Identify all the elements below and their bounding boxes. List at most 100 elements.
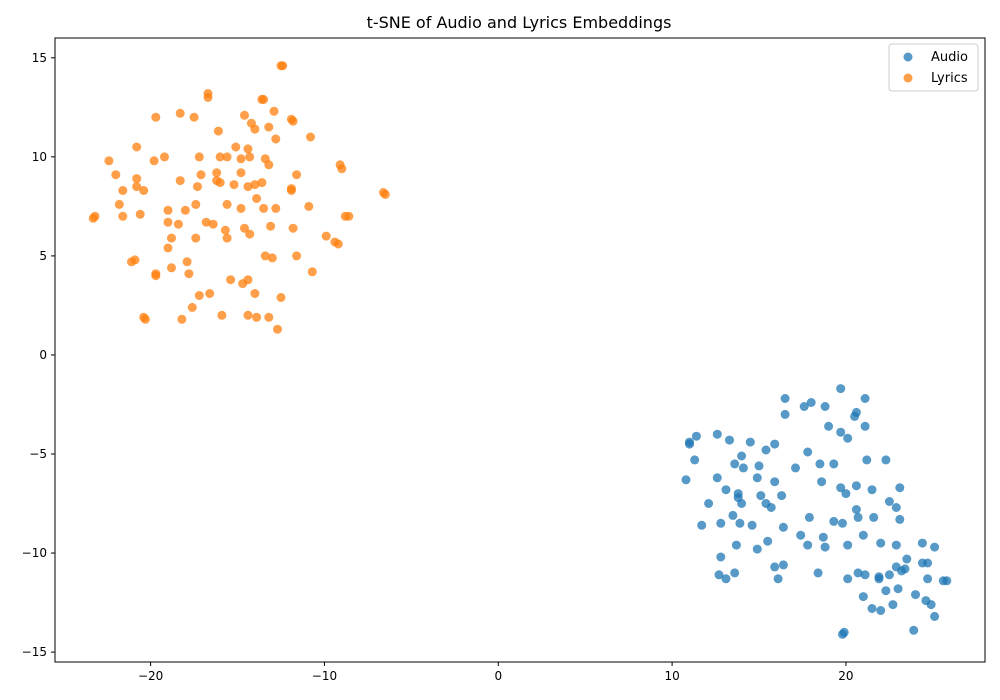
data-point-audio [917, 538, 927, 548]
data-point-audio [690, 455, 700, 465]
data-point-lyrics [132, 182, 142, 192]
data-point-audio [853, 568, 863, 578]
data-point-audio [806, 398, 816, 407]
data-point-lyrics [236, 168, 246, 178]
data-point-audio [843, 574, 853, 584]
data-point-audio [817, 477, 827, 487]
data-point-lyrics [104, 156, 114, 166]
data-point-audio [876, 606, 886, 615]
data-point-lyrics [220, 225, 230, 235]
data-point-audio [858, 592, 868, 602]
data-point-lyrics [118, 186, 128, 195]
data-point-audio [721, 485, 731, 495]
data-point-audio [891, 540, 901, 550]
data-point-lyrics [264, 312, 274, 322]
data-point-lyrics [260, 251, 270, 261]
data-point-audio [747, 520, 757, 530]
data-point-audio [813, 568, 823, 578]
data-point-lyrics [111, 170, 121, 180]
data-point-lyrics [286, 186, 296, 195]
data-point-lyrics [167, 233, 176, 243]
data-point-audio [704, 499, 714, 508]
ticks-layer: −20 −10 0 10 20 −15 −10 −5 0 5 10 15 [22, 51, 854, 683]
data-point-lyrics [380, 190, 390, 199]
data-point-lyrics [160, 152, 169, 162]
data-point-lyrics [243, 310, 253, 320]
data-point-lyrics [194, 291, 204, 300]
data-point-audio [770, 477, 780, 487]
data-point-lyrics [215, 152, 225, 162]
data-point-lyrics [193, 182, 202, 192]
x-tick-label: 10 [664, 669, 679, 683]
data-point-lyrics [140, 314, 150, 324]
data-point-audio [685, 437, 694, 447]
data-point-audio [745, 437, 755, 447]
data-point-audio [712, 473, 722, 483]
data-point-lyrics [264, 122, 274, 132]
data-point-lyrics [205, 289, 215, 298]
data-point-audio [884, 570, 894, 580]
data-point-audio [836, 427, 846, 437]
data-point-audio [780, 394, 790, 403]
data-point-lyrics [236, 154, 246, 164]
data-point-audio [841, 489, 851, 499]
data-point-audio [725, 435, 734, 445]
data-point-audio [860, 394, 870, 403]
data-point-lyrics [212, 168, 222, 178]
data-point-audio [777, 491, 787, 501]
data-point-lyrics [245, 152, 255, 162]
data-point-audio [851, 481, 861, 491]
data-point-lyrics [250, 289, 260, 298]
data-point-lyrics [191, 233, 201, 243]
data-point-audio [818, 532, 828, 542]
data-point-audio [867, 485, 877, 495]
data-point-lyrics [191, 199, 201, 209]
data-point-lyrics [240, 223, 249, 233]
data-point-audio [799, 402, 809, 411]
data-point-audio [853, 512, 863, 522]
data-point-audio [778, 522, 788, 532]
series-lyrics [88, 61, 390, 334]
data-point-audio [876, 538, 886, 548]
data-point-lyrics [250, 124, 260, 134]
data-point-audio [923, 558, 933, 568]
data-point-lyrics [231, 142, 241, 152]
data-point-audio [942, 576, 952, 586]
data-point-audio [735, 518, 745, 528]
data-point-lyrics [292, 170, 302, 180]
data-point-audio [911, 590, 920, 600]
data-point-audio [824, 421, 834, 431]
data-point-audio [851, 505, 861, 514]
data-point-audio [763, 536, 773, 546]
data-point-lyrics [175, 108, 185, 118]
data-point-lyrics [240, 110, 249, 120]
data-point-lyrics [306, 132, 315, 142]
data-point-audio [829, 516, 839, 526]
data-point-audio [754, 461, 764, 471]
data-point-lyrics [184, 269, 194, 279]
data-point-lyrics [245, 229, 255, 239]
data-point-lyrics [267, 253, 277, 263]
data-point-lyrics [132, 174, 142, 184]
data-point-audio [681, 475, 691, 485]
data-point-audio [891, 503, 901, 512]
data-point-audio [815, 459, 825, 469]
data-point-lyrics [149, 156, 159, 166]
data-point-audio [843, 433, 853, 443]
y-tick-label: 5 [39, 249, 47, 263]
data-point-lyrics [243, 144, 253, 154]
data-point-lyrics [271, 203, 281, 213]
data-point-audio [869, 512, 879, 522]
data-point-lyrics [167, 263, 176, 273]
data-point-lyrics [292, 251, 302, 261]
data-point-audio [714, 570, 724, 580]
data-point-audio [926, 600, 936, 610]
data-point-lyrics [337, 164, 347, 174]
y-tick-label: 10 [32, 150, 47, 164]
legend-label-audio: Audio [931, 50, 968, 65]
data-point-lyrics [203, 92, 213, 102]
data-point-lyrics [264, 160, 274, 170]
data-point-lyrics [304, 201, 314, 211]
